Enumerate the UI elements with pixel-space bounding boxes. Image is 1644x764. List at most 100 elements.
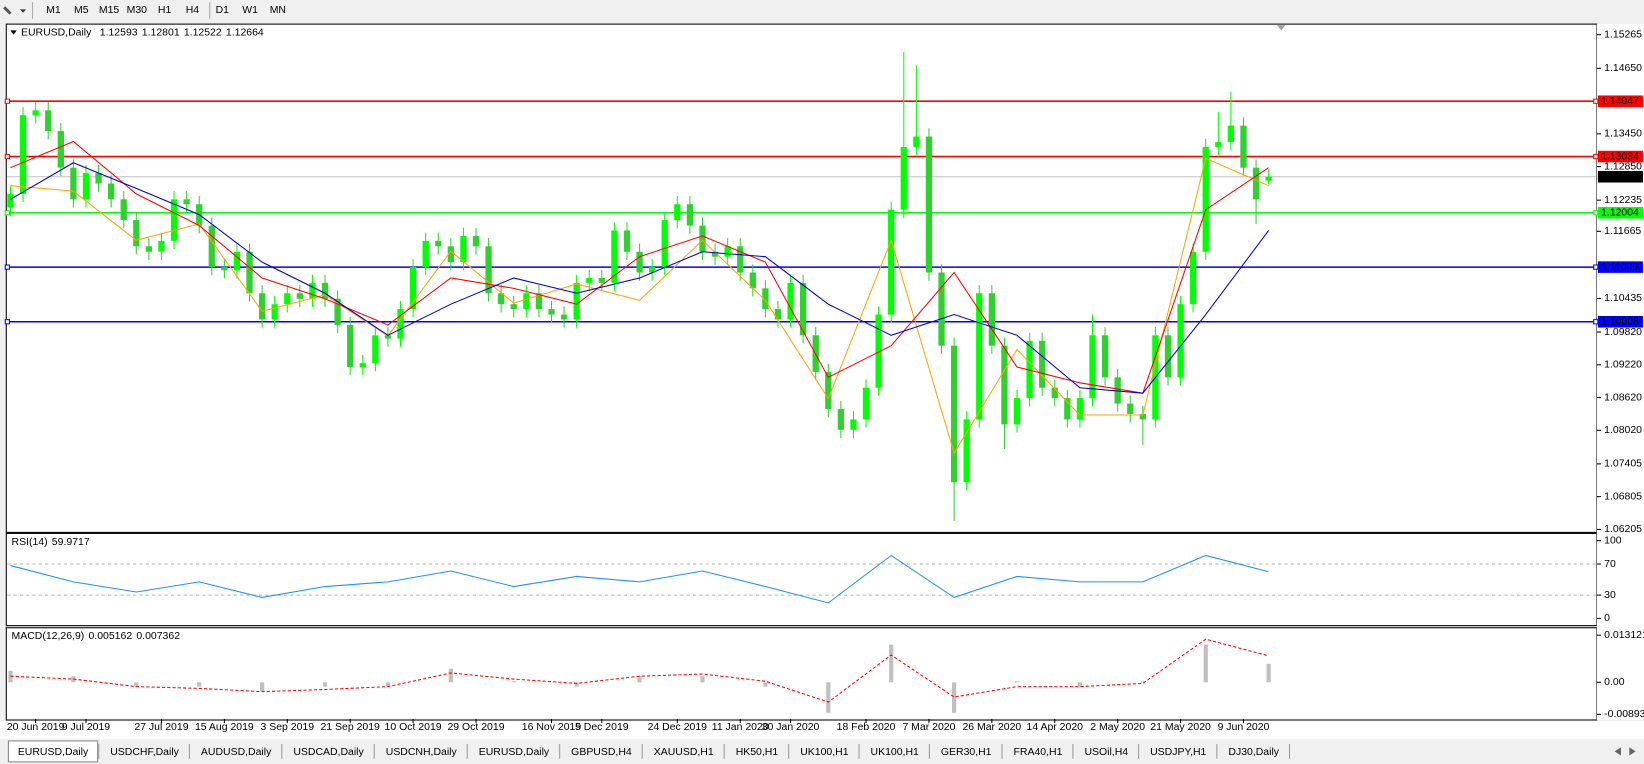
chart-tab[interactable]: XAUUSD,H1 <box>644 740 725 762</box>
tab-background[interactable] <box>1218 740 1289 762</box>
timeframe-button[interactable] <box>152 2 178 19</box>
timeframe-button[interactable] <box>237 2 263 19</box>
timeframe-label[interactable]: D1 <box>216 5 230 16</box>
tab-label[interactable]: FRA40,H1 <box>1014 747 1063 758</box>
chart-tab[interactable]: USDCNH,Daily <box>376 740 468 762</box>
candle-body <box>661 220 668 268</box>
timeframe-label[interactable]: W1 <box>242 5 258 16</box>
timeframe-label[interactable]: MN <box>270 5 286 16</box>
current-price-label: 1.12664 <box>1601 172 1639 183</box>
macd-bar <box>1266 663 1271 683</box>
tab-background[interactable] <box>861 740 929 762</box>
chart-tab[interactable]: USDJPY,H1 <box>1140 740 1218 762</box>
timeframe-label[interactable]: H4 <box>186 5 200 16</box>
timeframe-button[interactable] <box>40 2 67 19</box>
tab-label[interactable]: UK100,H1 <box>800 747 848 758</box>
tab-label[interactable]: USDJPY,H1 <box>1150 747 1206 758</box>
candle-body <box>7 193 14 208</box>
tab-label[interactable]: DJ30,Daily <box>1228 747 1279 758</box>
tab-background[interactable] <box>376 740 467 762</box>
level-tag <box>1597 95 1643 107</box>
tab-label[interactable]: EURUSD,Daily <box>479 747 550 758</box>
tab-label[interactable]: USDCNH,Daily <box>386 747 458 758</box>
tab-scroll-arrows[interactable] <box>1614 747 1636 756</box>
tab-label[interactable]: GER30,H1 <box>941 747 992 758</box>
chart-tab[interactable]: UK100,H1 <box>790 740 860 762</box>
tab-label[interactable]: USDCAD,Daily <box>293 747 364 758</box>
tab-background[interactable] <box>1140 740 1216 762</box>
tab-background[interactable] <box>1004 740 1072 762</box>
tab-label[interactable]: AUDUSD,Daily <box>201 747 272 758</box>
main-panel <box>5 23 1598 533</box>
timeframe-label[interactable]: H1 <box>158 5 172 16</box>
candle-body <box>586 277 593 283</box>
tab-background[interactable] <box>469 740 559 762</box>
candle-body <box>535 293 543 310</box>
candle-body <box>1164 335 1172 378</box>
x-tick-label: 9 Jun 2020 <box>1218 722 1270 733</box>
tab-label[interactable]: USDCHF,Daily <box>110 747 179 758</box>
level-handle <box>1593 210 1599 216</box>
tab-background[interactable] <box>7 740 99 763</box>
tab-label[interactable]: GBPUSD,H4 <box>571 747 632 758</box>
timeframe-button[interactable] <box>68 2 94 19</box>
tab-background[interactable] <box>790 740 858 762</box>
candle-body <box>762 288 769 310</box>
chart-tab[interactable]: GER30,H1 <box>931 740 1003 762</box>
chart-header: EURUSD,Daily 1.12593 1.12801 1.12522 1.12664 <box>21 27 264 38</box>
chart-tab[interactable]: AUDUSD,Daily <box>191 740 283 762</box>
toolbar-icon[interactable] <box>3 6 27 15</box>
chart-tab[interactable]: USDCHF,Daily <box>100 740 190 762</box>
tab-label[interactable]: XAUUSD,H1 <box>654 747 714 758</box>
timeframe-button[interactable] <box>179 2 205 19</box>
candle-body <box>636 251 643 273</box>
chart-tab[interactable]: EURUSD,Daily <box>7 740 100 763</box>
level-tag <box>1597 150 1643 163</box>
timeframe-label[interactable]: M5 <box>74 5 89 16</box>
timeframe-label[interactable]: M30 <box>127 5 148 16</box>
y-tick-label: 1.11665 <box>1604 226 1641 237</box>
chart-tab[interactable]: USDCAD,Daily <box>283 740 375 762</box>
timeframe-button[interactable] <box>124 2 150 19</box>
tab-background[interactable] <box>191 740 281 762</box>
chart-tab[interactable]: HK50,H1 <box>726 740 790 762</box>
tab-label[interactable]: EURUSD,Daily <box>18 747 89 758</box>
chart-tab[interactable]: USOil,H4 <box>1075 740 1140 762</box>
x-tick-label: 5 Dec 2019 <box>575 722 629 733</box>
timeframe-label[interactable]: M15 <box>99 5 120 16</box>
chart-tab[interactable]: DJ30,Daily <box>1218 740 1291 762</box>
tab-background[interactable] <box>931 740 1001 762</box>
candle-body <box>95 173 102 184</box>
timeframe-button[interactable] <box>96 2 122 19</box>
candle-body <box>510 304 517 310</box>
candle-body <box>913 136 920 147</box>
cursor-icon[interactable] <box>3 6 12 15</box>
chart-tab[interactable]: EURUSD,Daily <box>469 740 561 762</box>
tab-background[interactable] <box>283 740 374 762</box>
chart-tab[interactable]: UK100,H1 <box>861 740 930 762</box>
tab-background[interactable] <box>100 740 189 762</box>
timeframe-label[interactable]: M1 <box>46 5 61 16</box>
chart-tab[interactable]: FRA40,H1 <box>1004 740 1074 762</box>
macd-bar <box>1203 644 1208 683</box>
tab-label[interactable]: HK50,H1 <box>736 747 779 758</box>
tab-background[interactable] <box>644 740 724 762</box>
y-tick-label: 1.06205 <box>1604 524 1642 535</box>
tab-label[interactable]: USOil,H4 <box>1084 747 1128 758</box>
timeframe-button[interactable] <box>265 2 291 19</box>
tab-label[interactable]: UK100,H1 <box>871 747 919 758</box>
tab-background[interactable] <box>561 740 642 762</box>
x-tick-label: 18 Feb 2020 <box>837 722 896 733</box>
timeframe-button[interactable] <box>209 2 235 19</box>
tab-background[interactable] <box>726 740 788 762</box>
time-axis <box>0 721 1644 739</box>
candle-body <box>271 304 278 320</box>
rsi-value: 59.9717 <box>52 537 90 548</box>
candle-body <box>749 272 756 289</box>
dropdown-arrow[interactable] <box>19 9 27 13</box>
tab-background[interactable] <box>1075 740 1138 762</box>
chart-tab[interactable]: GBPUSD,H4 <box>561 740 643 762</box>
level-tag <box>1597 207 1643 219</box>
candle-body <box>976 293 983 420</box>
